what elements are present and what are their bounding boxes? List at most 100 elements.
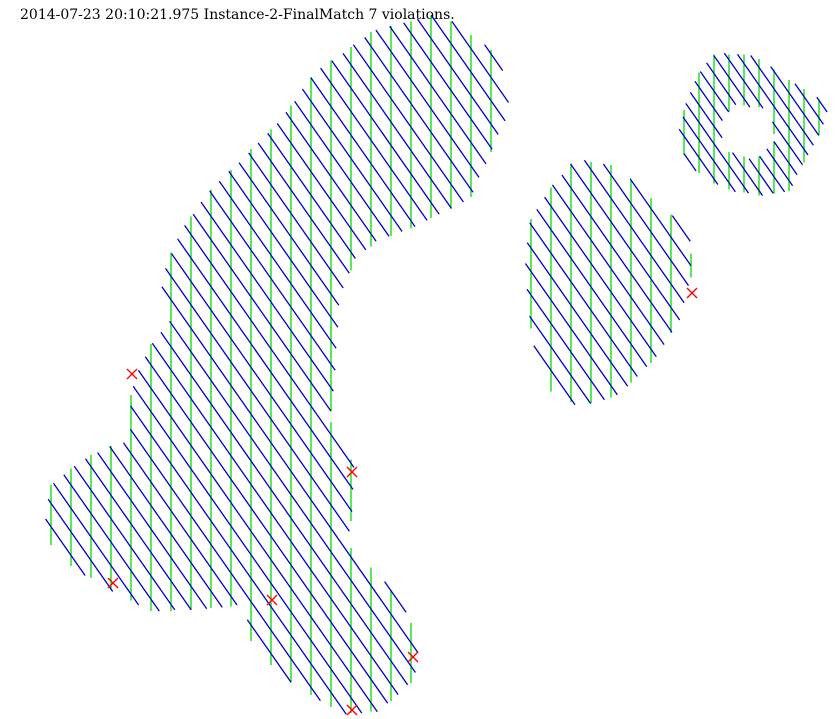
diagonal-hatch-line: [63, 474, 160, 612]
diagonal-hatch-line: [759, 155, 786, 193]
diagonal-hatch-line: [177, 238, 354, 490]
status-caption: 2014-07-23 20:10:21.975 Instance-2-Final…: [20, 7, 455, 23]
diagonal-hatch-line: [671, 215, 691, 242]
violation-cross-stroke: [266, 594, 278, 606]
diagonal-hatch-line: [771, 121, 804, 166]
diagonal-hatch-line: [678, 128, 719, 185]
diagonal-hatch-line: [170, 253, 353, 512]
violation-cross-stroke: [126, 368, 138, 380]
diagonal-hatch-line: [750, 55, 814, 146]
diagonal-hatch-line: [583, 159, 685, 304]
diagonal-hatch-line: [713, 55, 751, 108]
violation-cross-stroke: [107, 577, 119, 589]
diagonal-hatch-line: [364, 37, 474, 193]
diagonal-hatch-line: [403, 22, 493, 150]
diagonal-hatch-line: [200, 201, 334, 392]
diagonal-hatch-line: [384, 581, 407, 613]
diagonal-hatch-line: [161, 286, 419, 654]
diagonal-hatch-line: [416, 18, 499, 135]
diagonal-hatch-line: [276, 123, 367, 251]
diagonal-hatch-line: [192, 213, 332, 412]
diagonal-hatch-line: [736, 53, 809, 156]
diagonal-hatch-line: [285, 111, 377, 242]
violation-marker: [346, 704, 358, 716]
diagonal-hatch-line: [218, 180, 337, 349]
diagonal-hatch-line: [246, 619, 292, 683]
diagonal-hatch-line: [164, 268, 350, 532]
region-ring-top-right: [678, 52, 828, 196]
diagonal-hatch-line: [551, 184, 665, 345]
diagonal-hatch-line: [682, 116, 736, 193]
diagonal-hatch-line: [129, 405, 347, 715]
diagonal-hatch-line: [144, 356, 389, 704]
diagonal-hatch-line: [524, 263, 618, 396]
diagonal-hatch-line: [685, 103, 750, 194]
diagonal-hatch-line: [129, 428, 321, 702]
diagonal-hatch-line: [84, 458, 192, 611]
diagonal-hatch-line: [544, 196, 657, 358]
diagonal-hatch-line: [310, 77, 416, 227]
diagonal-hatch-line: [238, 162, 340, 306]
diagonal-hatch-line: [73, 465, 176, 611]
diagonal-hatch-line: [706, 62, 737, 106]
violation-markers-layer: [107, 287, 698, 716]
diagonal-hatch-line: [248, 152, 344, 289]
diagonal-hatch-line: [430, 14, 506, 122]
diagonal-hatch-line: [109, 446, 223, 608]
violation-cross-stroke: [686, 287, 698, 299]
diagonal-hatch-line: [52, 482, 140, 606]
diagonal-hatch-line: [301, 88, 403, 232]
violation-marker: [266, 594, 278, 606]
diagonal-hatch-line: [526, 288, 605, 401]
diagonal-hatch-line: [570, 163, 681, 321]
diagonal-hatch-line: [689, 92, 723, 139]
violation-marker: [126, 368, 138, 380]
diagonal-hatch-line: [699, 71, 730, 113]
diagonal-hatch-line: [169, 320, 416, 673]
diagonal-hatch-line: [375, 29, 480, 178]
diagonal-hatch-line: [561, 174, 673, 333]
diagonal-hatch-line: [228, 170, 339, 328]
diagonal-hatch-line: [389, 25, 487, 165]
diagonal-hatch-line: [602, 163, 690, 286]
region-circle-right: [524, 159, 692, 406]
diagonal-hatch-line: [723, 52, 764, 109]
diagonal-hatch-line: [160, 331, 409, 686]
diagonal-hatch-line: [533, 345, 576, 406]
violation-cross-stroke: [407, 651, 419, 663]
diagonal-hatch-line: [766, 148, 794, 187]
diagonal-hatch-line: [137, 369, 378, 713]
diagonal-hatch-line: [536, 209, 648, 368]
diagonal-hatch-line: [45, 518, 86, 576]
diagonal-hatch-line: [151, 342, 399, 695]
diagonal-hatch-line: [267, 132, 356, 259]
diagonal-hatch-line: [526, 242, 629, 387]
diagonal-hatch-line: [629, 178, 692, 267]
violation-cross-stroke: [346, 704, 358, 716]
violation-marker: [346, 466, 358, 478]
violation-marker: [107, 577, 119, 589]
violation-marker: [686, 287, 698, 299]
diagonal-hatch-line: [529, 315, 592, 404]
diagonal-hatch-line: [352, 44, 464, 203]
diagonal-hatch-line: [694, 80, 723, 121]
diagonal-hatch-line: [184, 225, 355, 468]
diagonal-hatch-line: [816, 96, 828, 113]
diagonal-hatch-line: [773, 141, 798, 176]
diagonal-hatch-line: [748, 158, 774, 194]
region-large-left: [45, 14, 510, 715]
diagonal-hatch-line: [320, 67, 428, 221]
diagonal-hatch-line: [683, 153, 697, 172]
regions-layer: [45, 14, 828, 715]
diagonal-hatch-line: [731, 152, 764, 196]
diagonal-hatch-line: [209, 190, 336, 371]
violation-marker: [407, 651, 419, 663]
diagonal-hatch-line: [47, 498, 114, 592]
diagonal-hatch-line: [794, 83, 824, 125]
diagonal-hatch-line: [132, 385, 363, 714]
diagonal-hatch-line: [770, 66, 820, 136]
diagonal-hatch-line: [257, 142, 350, 274]
diagonal-hatch-line: [484, 44, 504, 71]
diagonal-hatch-line: [342, 53, 452, 209]
